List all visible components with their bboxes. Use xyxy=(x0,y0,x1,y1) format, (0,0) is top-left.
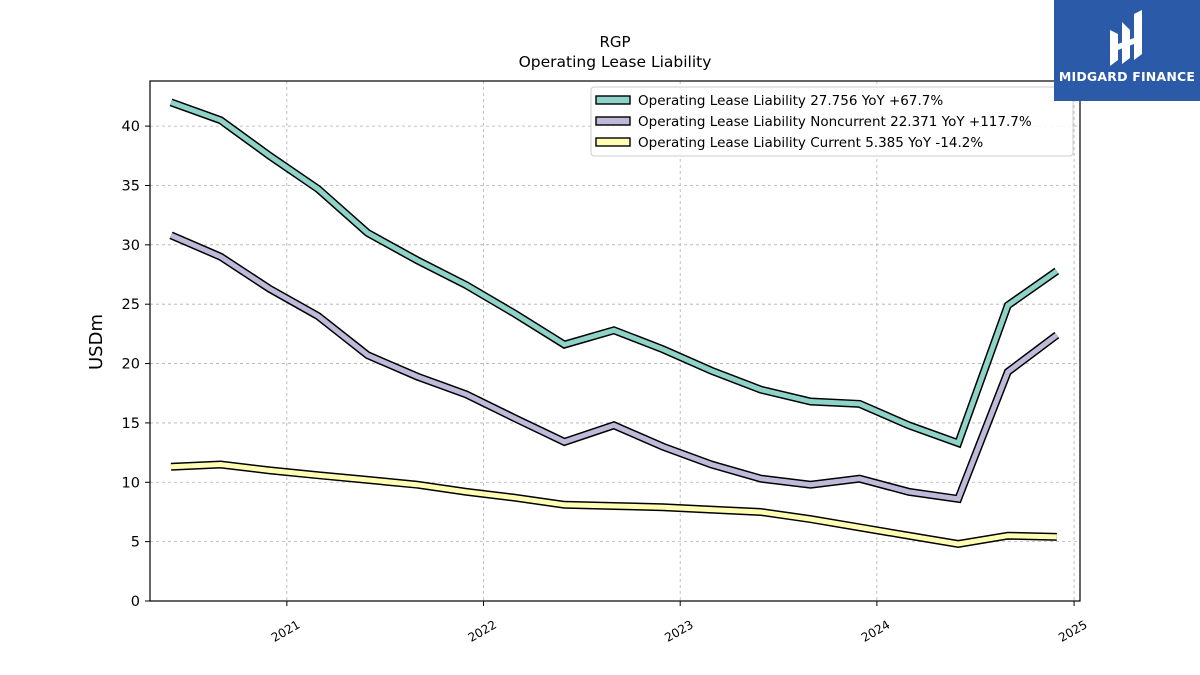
y-tick-label: 30 xyxy=(122,238,140,254)
legend-swatch xyxy=(595,137,631,147)
y-tick-label: 40 xyxy=(122,119,140,135)
legend: Operating Lease Liability 27.756 YoY +67… xyxy=(590,86,1074,157)
y-tick-label: 0 xyxy=(131,594,140,610)
y-tick-label: 25 xyxy=(122,297,140,313)
legend-label: Operating Lease Liability Current 5.385 … xyxy=(638,135,983,151)
logo-text: MIDGARD FINANCE xyxy=(1058,69,1196,84)
legend-swatch xyxy=(595,116,631,126)
y-tick-label: 10 xyxy=(122,475,140,491)
series-line xyxy=(170,233,1059,502)
series-line-outline xyxy=(169,231,1060,504)
series-layer xyxy=(169,98,1060,549)
grid xyxy=(150,81,1080,602)
chart-subtitle: Operating Lease Liability xyxy=(519,53,712,71)
plot-frame xyxy=(149,80,1081,602)
x-tick-label: 2024 xyxy=(859,617,892,644)
x-tick-label: 2025 xyxy=(1056,617,1089,644)
legend-label: Operating Lease Liability 27.756 YoY +67… xyxy=(638,93,943,109)
y-axis-label: USDm xyxy=(86,314,107,370)
x-tick-label: 2023 xyxy=(662,617,695,644)
legend-label: Operating Lease Liability Noncurrent 22.… xyxy=(638,114,1032,130)
legend-swatch xyxy=(595,95,631,105)
chart-title: RGP xyxy=(599,33,630,51)
series-line xyxy=(170,461,1057,547)
x-tick-label: 2021 xyxy=(269,617,302,644)
logo-mark-icon xyxy=(1110,10,1142,66)
brand-logo: MIDGARD FINANCE xyxy=(1054,0,1200,101)
y-tick-label: 15 xyxy=(122,416,140,432)
y-tick-label: 5 xyxy=(131,535,140,551)
series-line xyxy=(170,100,1059,447)
y-tick-label: 35 xyxy=(122,178,140,194)
y-tick-label: 20 xyxy=(122,357,140,373)
legend-box xyxy=(590,86,1074,157)
x-tick-label: 2022 xyxy=(466,617,499,644)
